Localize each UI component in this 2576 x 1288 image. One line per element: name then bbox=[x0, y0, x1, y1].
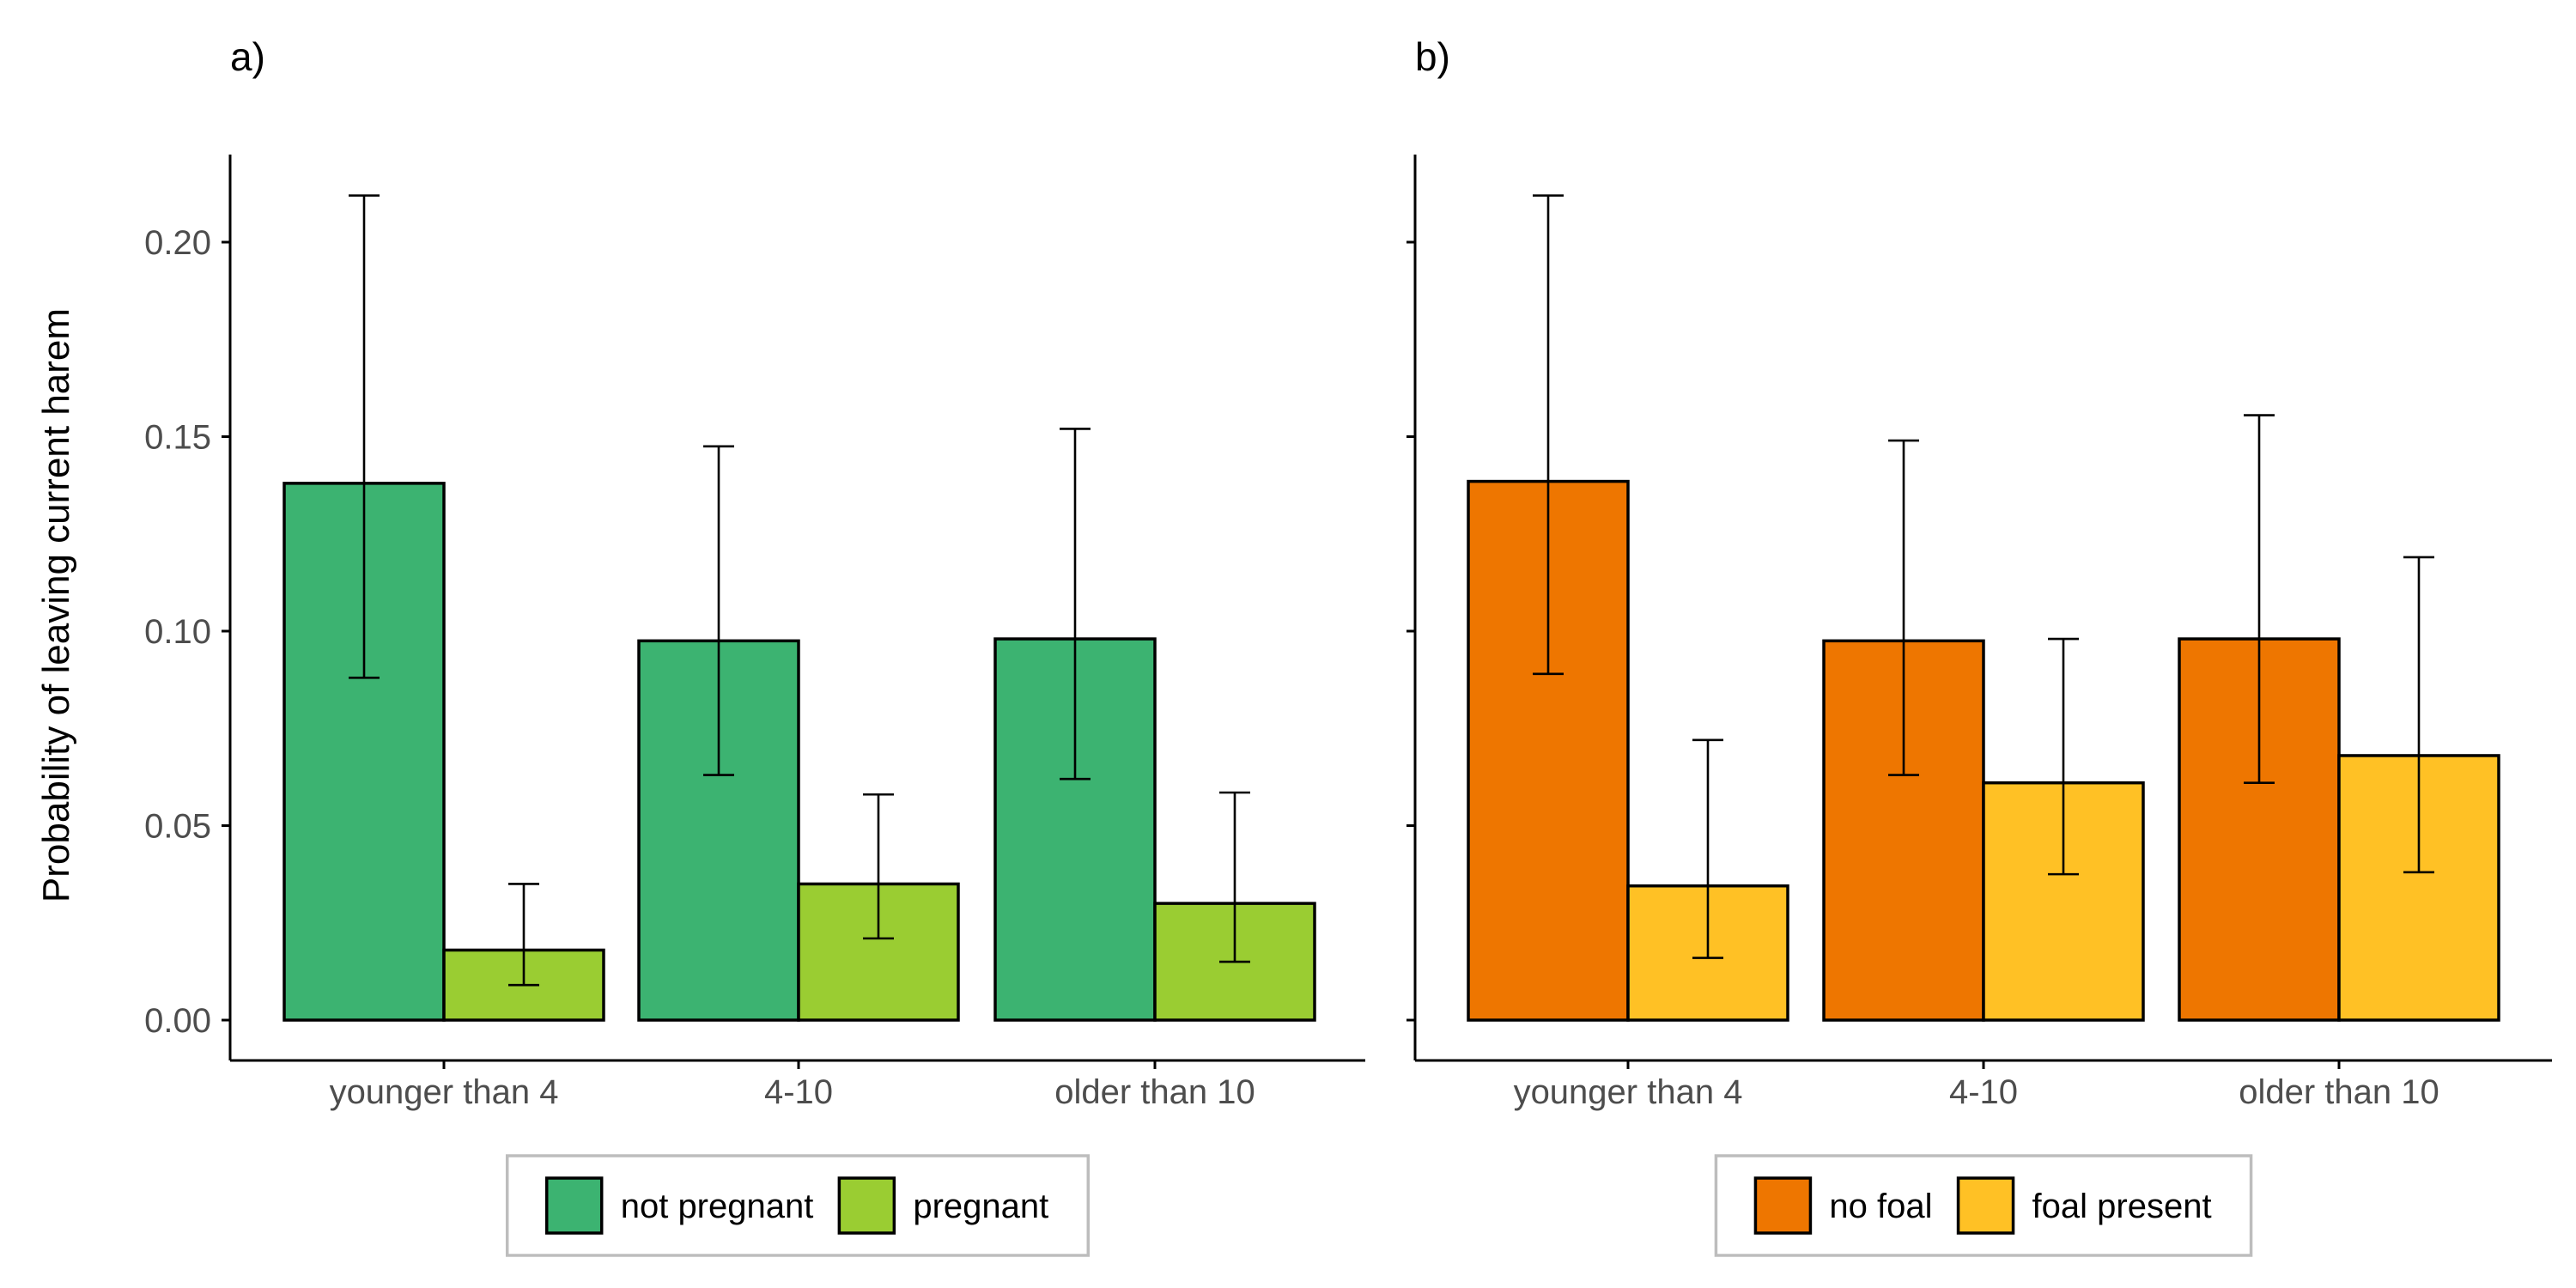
legend-key bbox=[1956, 1176, 2015, 1235]
legend-label: foal present bbox=[2032, 1188, 2212, 1225]
legend-box bbox=[505, 1154, 1091, 1257]
x-tick-label: older than 10 bbox=[1054, 1073, 1255, 1111]
panel-label: b) bbox=[1415, 34, 1450, 79]
y-tick-label: 0.10 bbox=[144, 613, 211, 651]
legend-label: no foal bbox=[1829, 1188, 1932, 1225]
legend-label: pregnant bbox=[913, 1188, 1048, 1225]
y-tick-label: 0.05 bbox=[144, 808, 211, 846]
panel-label: a) bbox=[230, 34, 265, 79]
legend: not pregnant pregnant bbox=[505, 1154, 1091, 1257]
legend-label: not pregnant bbox=[621, 1188, 814, 1225]
x-tick-label: 4-10 bbox=[764, 1073, 833, 1111]
y-tick-label: 0.15 bbox=[144, 419, 211, 457]
x-tick-label: older than 10 bbox=[2239, 1073, 2439, 1111]
x-tick-label: younger than 4 bbox=[1514, 1073, 1743, 1111]
legend-key bbox=[544, 1176, 604, 1235]
panel-a: a) 0.00 0.05 0.10 0.15 0.20 younger than 4 4-10… bbox=[144, 34, 1365, 1257]
panel-b: b) younger than 4 4-10 older than 10 no foal… bbox=[1406, 34, 2552, 1257]
legend-key bbox=[1753, 1176, 1813, 1235]
legend-key bbox=[837, 1176, 896, 1235]
y-tick-label: 0.20 bbox=[144, 224, 211, 262]
x-tick-label: younger than 4 bbox=[330, 1073, 559, 1111]
legend: no foal foal present bbox=[1714, 1154, 2253, 1257]
y-axis-title: Probability of leaving current harem bbox=[35, 308, 77, 902]
x-tick-label: 4-10 bbox=[1949, 1073, 2018, 1111]
y-tick-label: 0.00 bbox=[144, 1002, 211, 1040]
